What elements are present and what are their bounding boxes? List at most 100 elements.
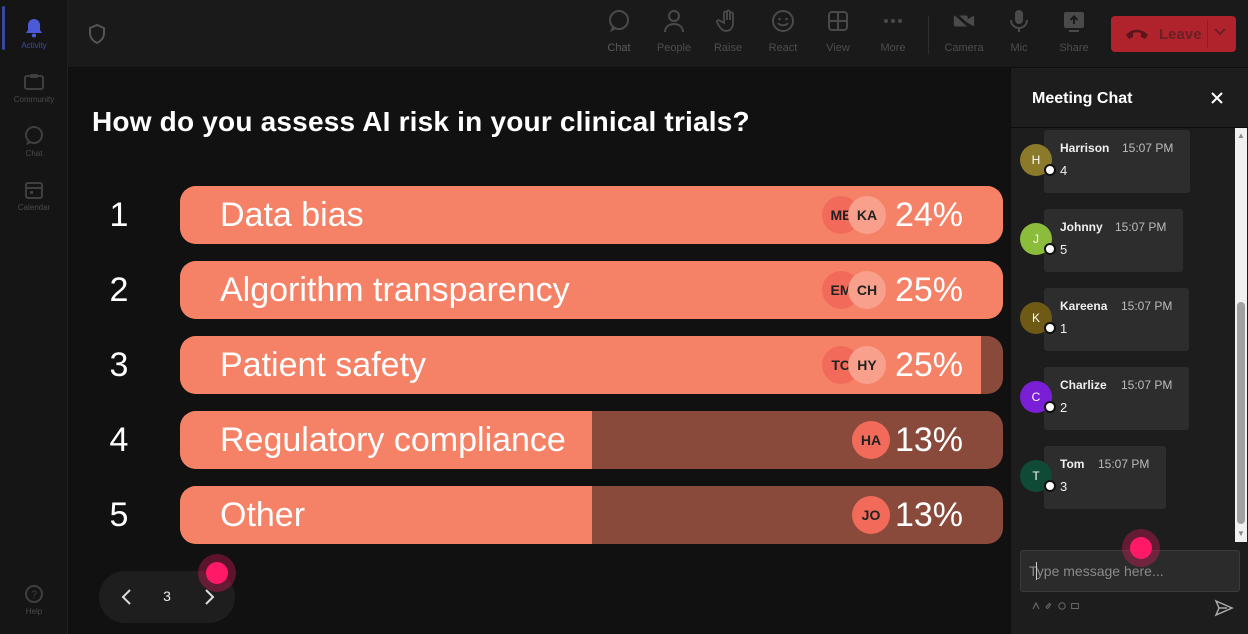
chat-message: Harrison 15:07 PM 4 H (1011, 130, 1241, 194)
toolbar-label: Share (1059, 42, 1089, 54)
option-label: Algorithm transparency (220, 271, 570, 309)
pointer-indicator (206, 562, 228, 584)
avatar: JO (852, 496, 890, 534)
poll-option[interactable]: 5 Other JO 13% (68, 486, 1010, 544)
chat-message: Johnny 15:07 PM 5 J (1011, 209, 1241, 273)
emoji-icon[interactable] (1058, 602, 1066, 610)
chat-icon (23, 125, 45, 147)
message-time: 15:07 PM (1098, 457, 1150, 471)
bell-icon (23, 17, 45, 39)
message-sender: Harrison (1060, 141, 1110, 155)
option-bar: Other JO 13% (180, 486, 1003, 544)
chevron-down-icon[interactable] (1214, 26, 1226, 40)
toolbar-label: Camera (944, 42, 984, 54)
option-label: Regulatory compliance (220, 421, 566, 459)
poll-option[interactable]: 3 Patient safety TO HY 25% (68, 336, 1010, 394)
hand-icon (716, 8, 740, 34)
poll-option[interactable]: 1 Data bias ME KA 24% (68, 186, 1010, 244)
community-icon (23, 71, 45, 93)
avatar: KA (848, 196, 886, 234)
chevron-left-icon[interactable] (115, 585, 139, 609)
option-bar: Algorithm transparency EM CH 25% (180, 261, 1003, 319)
chat-scrollbar[interactable]: ▲ ▼ (1235, 128, 1247, 542)
poll-option[interactable]: 2 Algorithm transparency EM CH 25% (68, 261, 1010, 319)
chat-message: Kareena 15:07 PM 1 K (1011, 288, 1241, 352)
send-icon[interactable] (1214, 598, 1234, 618)
chat-message: Charlize 15:07 PM 2 C (1011, 367, 1241, 431)
option-number: 2 (109, 271, 129, 309)
rail-label: Community (13, 94, 55, 104)
rail-item-chat[interactable]: Chat (0, 114, 68, 168)
format-toolbar (1032, 601, 1079, 610)
toolbar-share-button[interactable]: Share (1048, 8, 1100, 62)
toolbar-camera-button[interactable]: Camera (938, 8, 990, 62)
toolbar-people-button[interactable]: People (648, 8, 700, 62)
rail-item-calendar[interactable]: Calendar (0, 168, 68, 222)
rail-label: Chat (25, 148, 43, 158)
poll-question: How do you assess AI risk in your clinic… (92, 106, 750, 137)
rail-item-activity[interactable]: Activity (0, 6, 68, 60)
leave-label: Leave (1159, 25, 1202, 43)
toolbar-view-button[interactable]: View (812, 8, 864, 62)
more-icon (881, 8, 905, 34)
scrollbar-thumb[interactable] (1237, 302, 1245, 524)
chat-divider (1011, 127, 1248, 128)
toolbar-label: React (768, 42, 798, 54)
message-input[interactable] (1029, 551, 1229, 591)
message-compose-box[interactable] (1020, 550, 1240, 592)
meeting-toolbar: Chat People Raise React View (68, 0, 1248, 68)
chevron-right-icon[interactable] (197, 585, 221, 609)
presence-dot (1044, 164, 1056, 176)
option-percent: 25% (894, 271, 963, 309)
toolbar-divider (928, 16, 929, 54)
svg-text:?: ? (31, 589, 37, 601)
rail-item-help[interactable]: ? Help (0, 572, 68, 626)
rail-label: Activity (21, 40, 47, 50)
gif-icon[interactable] (1071, 602, 1079, 610)
poll-option[interactable]: 4 Regulatory compliance HA 13% (68, 411, 1010, 469)
toolbar-chat-button[interactable]: Chat (593, 8, 645, 62)
message-bubble: Kareena 15:07 PM 1 (1044, 288, 1189, 351)
message-text: 2 (1060, 400, 1068, 415)
grid-icon (826, 8, 850, 34)
phone-hangup-icon (1125, 27, 1149, 41)
shield-icon (88, 23, 106, 45)
message-sender: Kareena (1060, 299, 1108, 313)
toolbar-label: More (880, 42, 906, 54)
attach-icon[interactable] (1045, 602, 1053, 610)
option-bar: Regulatory compliance HA 13% (180, 411, 1003, 469)
toolbar-mic-button[interactable]: Mic (993, 8, 1045, 62)
option-label: Other (220, 496, 306, 534)
presence-dot (1044, 401, 1056, 413)
option-percent: 24% (894, 196, 963, 234)
people-icon (662, 8, 686, 34)
option-number: 1 (109, 196, 129, 234)
mic-icon (1007, 8, 1031, 34)
chat-icon (607, 8, 631, 34)
message-time: 15:07 PM (1121, 299, 1173, 313)
message-sender: Johnny (1060, 220, 1103, 234)
avatar: HY (848, 346, 886, 384)
chat-title: Meeting Chat (1032, 90, 1133, 107)
scroll-down-icon[interactable]: ▼ (1237, 529, 1245, 538)
rail-item-community[interactable]: Community (0, 60, 68, 114)
toolbar-react-button[interactable]: React (757, 8, 809, 62)
pointer-indicator (1130, 537, 1152, 559)
toolbar-more-button[interactable]: More (867, 8, 919, 62)
toolbar-raise-button[interactable]: Raise (702, 8, 754, 62)
presence-dot (1044, 480, 1056, 492)
option-fill (180, 411, 592, 469)
share-icon (1062, 8, 1086, 34)
chat-message: Tom 15:07 PM 3 T (1011, 446, 1241, 510)
avatar: CH (848, 271, 886, 309)
leave-button[interactable]: Leave (1111, 16, 1236, 52)
leave-divider (1207, 20, 1208, 48)
presence-dot (1044, 243, 1056, 255)
close-icon[interactable] (1209, 90, 1225, 106)
format-icon[interactable] (1032, 601, 1040, 610)
message-sender: Tom (1060, 457, 1085, 471)
scroll-up-icon[interactable]: ▲ (1237, 131, 1245, 140)
message-bubble: Tom 15:07 PM 3 (1044, 446, 1166, 509)
toolbar-label: View (826, 42, 850, 54)
